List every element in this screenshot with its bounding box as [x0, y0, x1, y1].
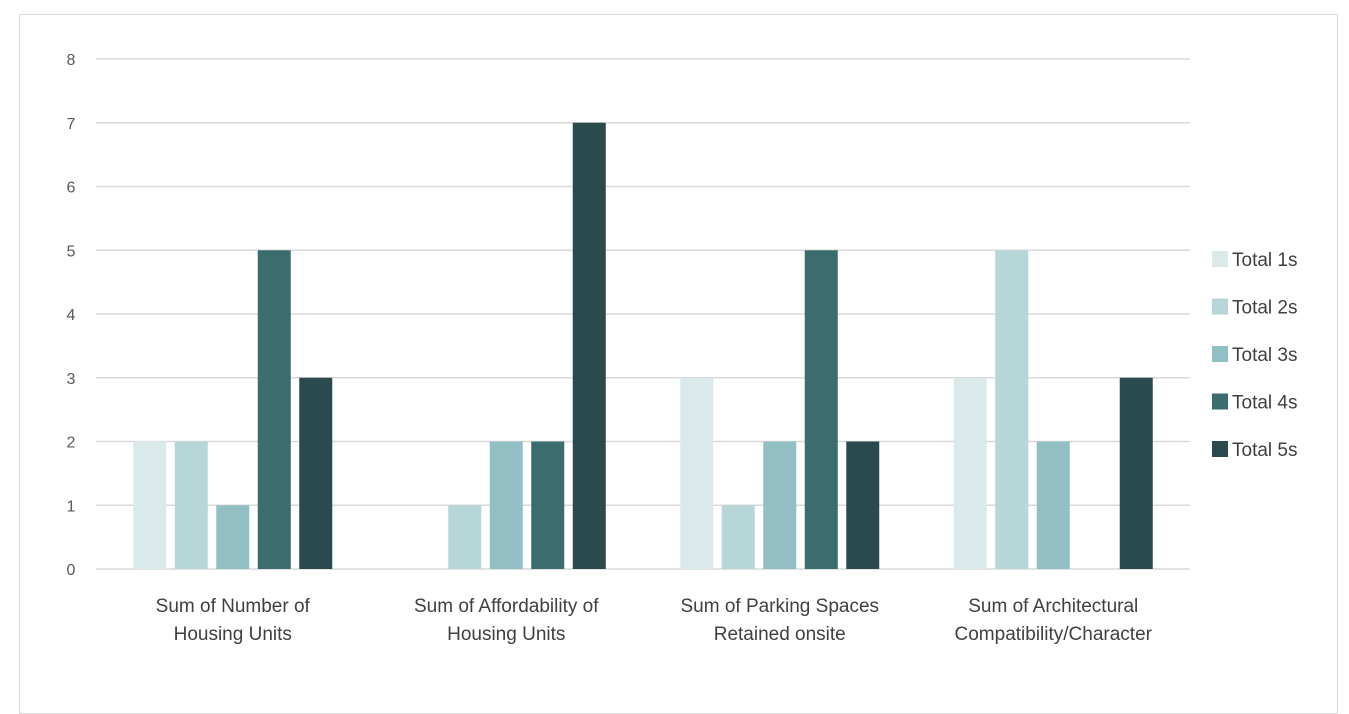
y-tick-label: 1	[67, 498, 76, 515]
y-tick-label: 4	[67, 307, 76, 324]
bar-total-3s-cat-2	[489, 441, 523, 569]
legend-swatch	[1212, 393, 1228, 410]
bar-total-2s-cat-1	[174, 441, 208, 569]
x-category-label: Sum of Affordability of	[414, 596, 599, 617]
x-category-label: Housing Units	[447, 624, 565, 645]
bar-total-5s-cat-1	[299, 377, 333, 569]
x-category-label: Sum of Parking Spaces	[680, 596, 879, 617]
x-category-label: Compatibility/Character	[955, 624, 1153, 645]
legend-swatch	[1212, 346, 1228, 362]
y-tick-label: 2	[67, 435, 76, 452]
x-axis-category-labels: Sum of Number of Housing Units Sum of Affo…	[156, 596, 1153, 645]
bar-total-3s-cat-1	[216, 505, 250, 569]
bar-total-3s-cat-4	[1036, 441, 1070, 569]
x-category-label: Sum of Architectural	[968, 596, 1138, 617]
bar-total-3s-cat-3	[763, 441, 797, 569]
bars	[133, 122, 1153, 569]
legend-label: Total 1s	[1232, 250, 1297, 271]
x-category-label: Retained onsite	[714, 624, 846, 645]
legend-swatch	[1212, 251, 1228, 267]
y-tick-label: 8	[67, 52, 76, 69]
bar-total-4s-cat-2	[531, 441, 565, 569]
bar-total-1s-cat-4	[953, 377, 987, 569]
legend-swatch	[1212, 441, 1228, 457]
bar-total-1s-cat-3	[680, 377, 714, 569]
bar-total-5s-cat-4	[1119, 377, 1153, 569]
x-category-label: Sum of Number of	[156, 596, 311, 617]
bar-total-4s-cat-3	[804, 250, 838, 569]
legend-label: Total 4s	[1232, 393, 1297, 414]
y-axis-tick-labels: 0 1 2 3 4 5 6 7 8	[67, 52, 76, 579]
legend: Total 1s Total 2s Total 3s Total 4s Total 5s	[1212, 250, 1297, 461]
x-category-label: Housing Units	[174, 624, 292, 645]
y-tick-label: 7	[67, 116, 76, 133]
legend-label: Total 5s	[1232, 440, 1297, 461]
bar-total-5s-cat-2	[572, 122, 606, 569]
legend-label: Total 2s	[1232, 298, 1297, 319]
y-tick-label: 5	[67, 243, 76, 260]
legend-label: Total 3s	[1232, 345, 1297, 366]
bar-total-1s-cat-1	[133, 441, 167, 569]
y-tick-label: 6	[67, 180, 76, 197]
y-tick-label: 3	[67, 371, 76, 388]
bar-total-2s-cat-4	[995, 250, 1029, 569]
chart-area	[19, 14, 1338, 714]
y-tick-label: 0	[67, 562, 76, 579]
bar-total-2s-cat-2	[448, 505, 482, 569]
bar-total-2s-cat-3	[721, 505, 755, 569]
bar-total-4s-cat-1	[257, 250, 291, 569]
bar-total-5s-cat-3	[846, 441, 880, 569]
legend-swatch	[1212, 298, 1228, 315]
